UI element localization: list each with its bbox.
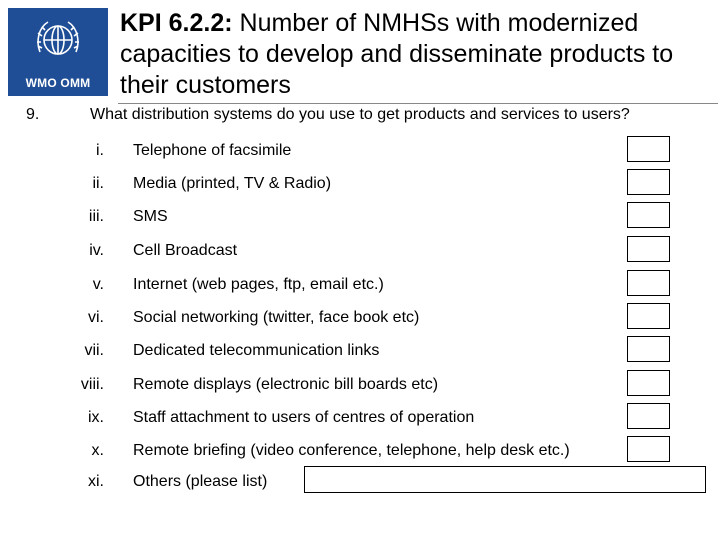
answer-box[interactable] — [627, 270, 670, 296]
item-label: Cell Broadcast — [133, 242, 238, 259]
item-numeral: iv. — [89, 242, 104, 259]
item-numeral: ii. — [92, 175, 104, 192]
item-numeral: iii. — [88, 208, 104, 225]
answer-box[interactable] — [627, 370, 670, 396]
answer-box[interactable] — [627, 336, 670, 362]
list-item: x. Remote briefing (video conference, te… — [0, 436, 720, 464]
answer-box[interactable] — [627, 136, 670, 162]
item-numeral: vii. — [84, 342, 104, 359]
answer-box[interactable] — [627, 169, 670, 195]
question-text: What distribution systems do you use to … — [90, 106, 630, 123]
answer-box[interactable] — [627, 303, 670, 329]
item-label: Staff attachment to users of centres of … — [133, 409, 475, 426]
item-numeral: i. — [96, 142, 104, 159]
kpi-code: KPI 6.2.2: — [120, 9, 233, 37]
list-item: iii. SMS — [0, 202, 720, 230]
answer-box[interactable] — [627, 236, 670, 262]
list-item: xi. Others (please list) — [0, 467, 720, 495]
question-number: 9. — [26, 106, 40, 123]
item-numeral: vi. — [88, 309, 104, 326]
item-label: Dedicated telecommunication links — [133, 342, 380, 359]
item-label: Remote displays (electronic bill boards … — [133, 376, 439, 393]
list-item: vi. Social networking (twitter, face boo… — [0, 303, 720, 331]
item-label: Social networking (twitter, face book et… — [133, 309, 420, 326]
item-numeral: x. — [91, 442, 104, 459]
item-label: Others (please list) — [133, 473, 268, 490]
item-label: SMS — [133, 208, 168, 225]
item-numeral: v. — [92, 276, 104, 293]
list-item: ii. Media (printed, TV & Radio) — [0, 169, 720, 197]
item-label: Media (printed, TV & Radio) — [133, 175, 332, 192]
others-input-box[interactable] — [304, 466, 706, 493]
item-numeral: viii. — [80, 376, 104, 393]
item-label: Telephone of facsimile — [133, 142, 292, 159]
answer-box[interactable] — [627, 202, 670, 228]
list-item: i. Telephone of facsimile — [0, 136, 720, 164]
logo-text: WMO OMM — [25, 76, 91, 90]
item-label: Internet (web pages, ftp, email etc.) — [133, 276, 384, 293]
item-numeral: ix. — [88, 409, 104, 426]
item-label: Remote briefing (video conference, telep… — [133, 442, 570, 459]
header-divider — [118, 103, 718, 104]
kpi-title-text: Number of NMHSs with modernized capaciti… — [120, 9, 674, 99]
answer-box[interactable] — [627, 436, 670, 462]
un-globe-emblem-icon — [37, 21, 79, 55]
list-item: iv. Cell Broadcast — [0, 236, 720, 264]
list-item: v. Internet (web pages, ftp, email etc.) — [0, 270, 720, 298]
page-title: KPI 6.2.2: Number of NMHSs with moderniz… — [120, 8, 715, 101]
answer-box[interactable] — [627, 403, 670, 429]
list-item: ix. Staff attachment to users of centres… — [0, 403, 720, 431]
list-item: viii. Remote displays (electronic bill b… — [0, 370, 720, 398]
list-item: vii. Dedicated telecommunication links — [0, 336, 720, 364]
item-numeral: xi. — [88, 473, 104, 490]
wmo-logo: WMO OMM — [8, 8, 108, 96]
